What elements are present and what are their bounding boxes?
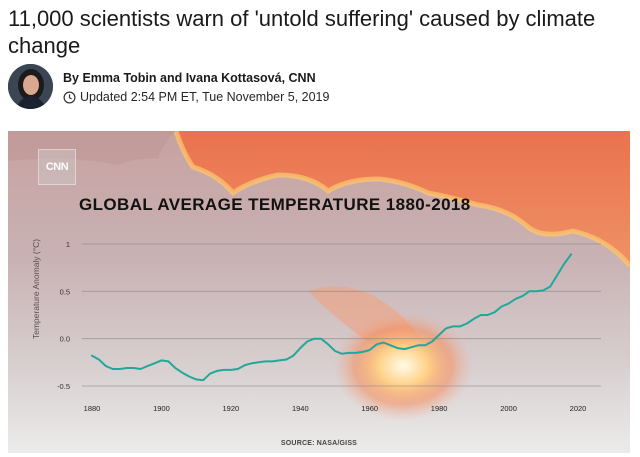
- line-chart: 1 0.5 0.0 -0.5 1880 1900 1920 1940 1960 1980 2000 2…: [57, 240, 601, 413]
- x-tick-label: 1880: [84, 404, 101, 413]
- x-tick-label: 2020: [570, 404, 587, 413]
- y-tick-label: 0.0: [60, 335, 70, 344]
- clock-icon: [63, 90, 76, 104]
- x-tick-label: 1980: [431, 404, 448, 413]
- updated-text: Updated 2:54 PM ET, Tue November 5, 2019: [80, 90, 330, 104]
- chart-source: SOURCE: NASA/GISS: [280, 440, 358, 447]
- y-tick-label: -0.5: [57, 382, 70, 391]
- x-tick-label: 1960: [361, 404, 378, 413]
- x-tick-label: 1940: [292, 404, 309, 413]
- author-byline[interactable]: By Emma Tobin and Ivana Kottasová, CNN: [63, 71, 316, 85]
- y-tick-label: 0.5: [60, 287, 70, 296]
- chart-title: GLOBAL AVERAGE TEMPERATURE 1880-2018: [79, 195, 471, 214]
- author-photo: [8, 64, 53, 109]
- x-tick-label: 1900: [153, 404, 170, 413]
- article-headline: 11,000 scientists warn of 'untold suffer…: [8, 6, 596, 58]
- y-tick-label: 1: [66, 240, 70, 249]
- updated-timestamp: Updated 2:54 PM ET, Tue November 5, 2019: [63, 90, 329, 104]
- cnn-logo: CNN: [38, 149, 76, 185]
- chart-figure[interactable]: CNN GLOBAL AVERAGE TEMPERATURE 1880-2018…: [8, 131, 630, 453]
- series-line: [91, 253, 573, 382]
- x-tick-label: 1920: [223, 404, 240, 413]
- x-tick-label: 2000: [500, 404, 517, 413]
- author-avatar[interactable]: [8, 64, 53, 109]
